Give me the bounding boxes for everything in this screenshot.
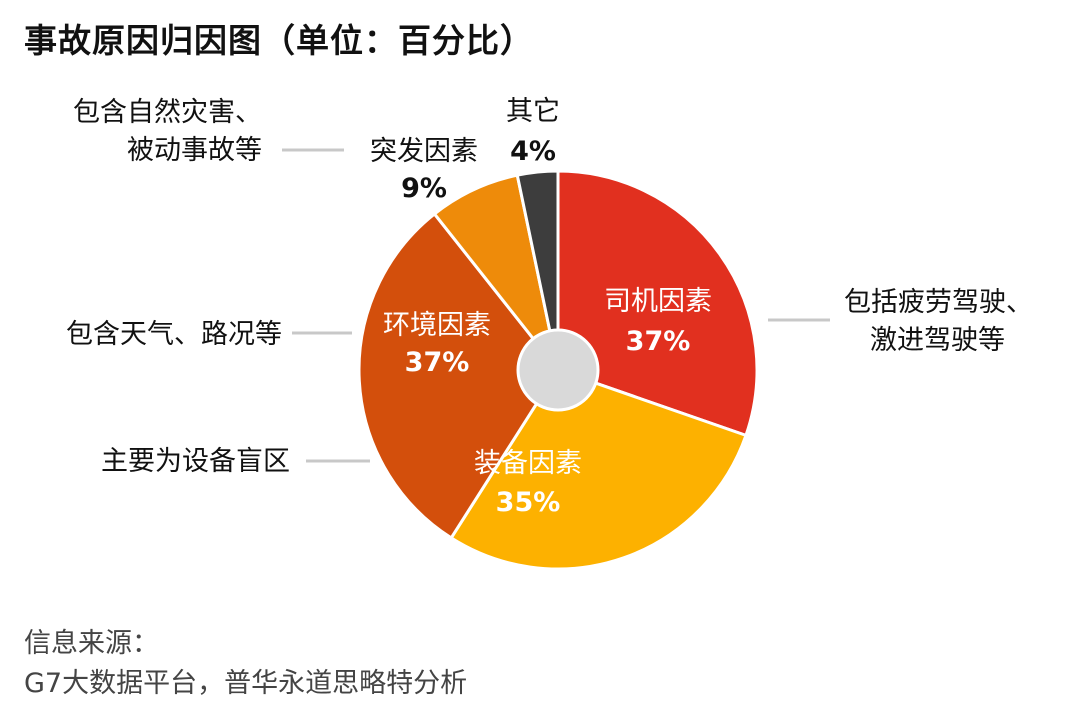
annotation-equipment: 主要为设备盲区 (101, 446, 290, 477)
slice-label-driver: 司机因素 (604, 286, 712, 317)
slice-value-driver: 37% (626, 326, 691, 357)
annotation-driver-line-2: 激进驾驶等 (870, 325, 1005, 356)
slice-value-equipment: 35% (496, 487, 561, 518)
pie-slice-driver (556, 169, 759, 438)
source-text: G7大数据平台，普华永道思略特分析 (24, 668, 468, 699)
slice-label-sudden: 突发因素 (370, 136, 478, 167)
pie-slices (357, 169, 759, 571)
slice-value-other: 4% (510, 136, 556, 167)
pie-slice-environment (357, 211, 560, 540)
annotation-environment: 包含天气、路况等 (66, 319, 282, 350)
chart-title: 事故原因归因图（单位：百分比） (24, 21, 534, 60)
annotation-driver-line-1: 包括疲劳驾驶、 (844, 287, 1033, 318)
annotation-sudden-line-1: 包含自然灾害、 (73, 97, 262, 128)
slice-label-other: 其它 (506, 96, 560, 127)
donut-hole (516, 328, 600, 412)
pie-slice-other (515, 169, 560, 371)
annotation-sudden-line-2: 被动事故等 (127, 135, 262, 166)
pie-slice-equipment (449, 368, 748, 571)
slice-value-sudden: 9% (401, 173, 447, 204)
source-heading: 信息来源： (24, 628, 159, 659)
slice-value-environment: 37% (405, 347, 470, 378)
slice-label-equipment: 装备因素 (474, 448, 582, 479)
source-note: 信息来源： G7大数据平台，普华永道思略特分析 (24, 624, 467, 704)
slice-label-environment: 环境因素 (383, 310, 491, 341)
